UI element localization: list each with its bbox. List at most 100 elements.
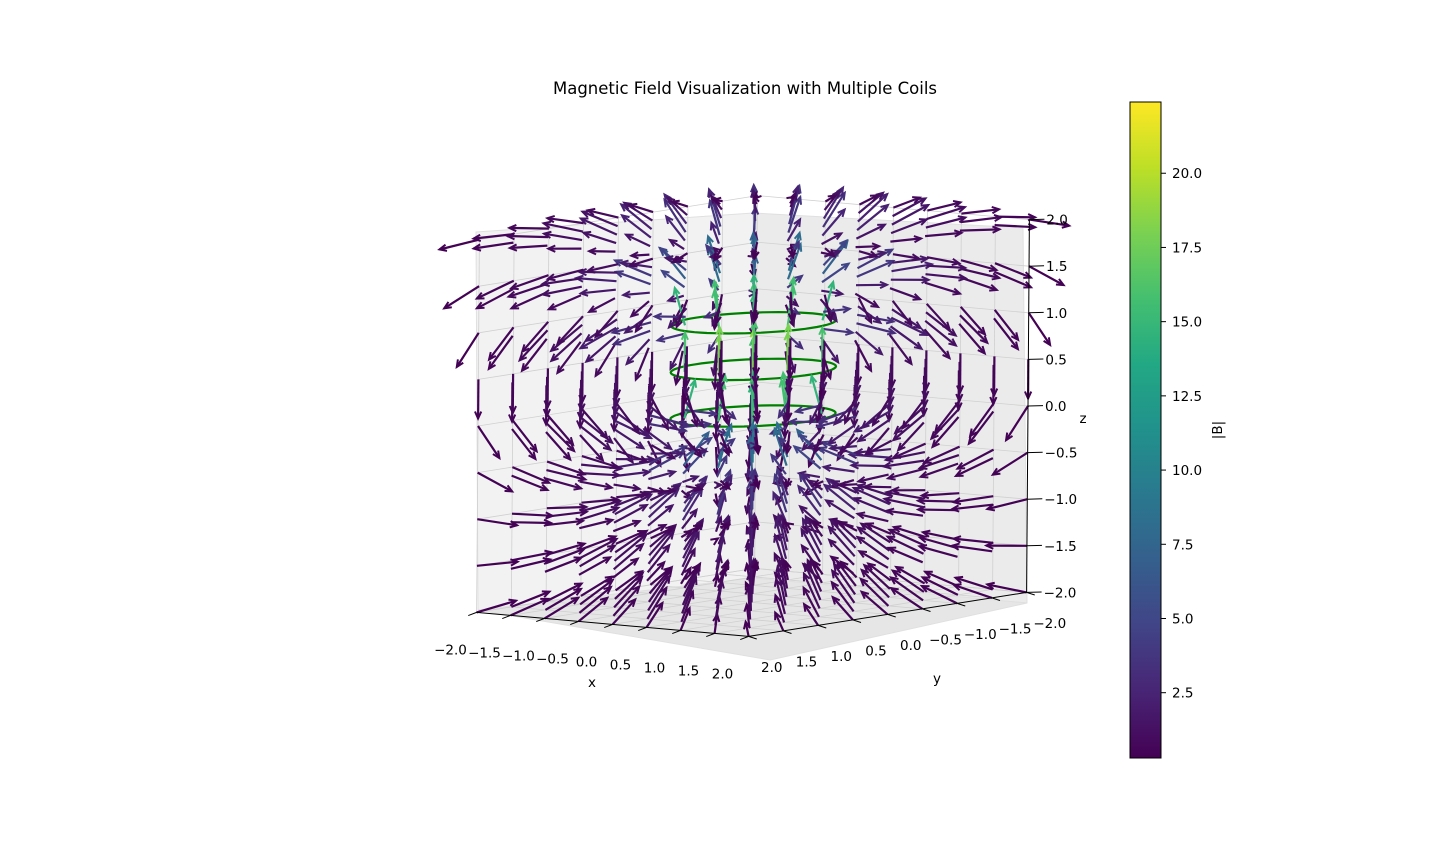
quiver-arrowhead (520, 363, 530, 373)
quiver-arrow (953, 495, 994, 504)
quiver-arrow (920, 462, 959, 478)
quiver-arrowhead (474, 301, 485, 310)
quiver-arrowhead (912, 293, 923, 301)
quiver-arrowhead (675, 319, 683, 330)
quiver-arrowhead (690, 417, 699, 428)
quiver-arrowhead (717, 372, 726, 383)
quiver-arrow (511, 419, 538, 452)
quiver-arrowhead (967, 436, 977, 446)
quiver-arrow (645, 602, 664, 628)
quiver-arrowhead (721, 522, 732, 531)
quiver-arrowhead (629, 308, 639, 318)
quiver-arrow (926, 206, 966, 221)
quiver-arrow (917, 499, 959, 503)
quiver-arrow (865, 439, 893, 456)
colorbar-tick-label: 7.5 (1172, 537, 1193, 553)
quiver-arrowhead (593, 329, 603, 339)
quiver-arrowhead (834, 288, 845, 297)
quiver-arrowhead (885, 535, 896, 544)
quiver-arrowhead (811, 520, 822, 529)
quiver-arrowhead (471, 233, 482, 242)
y-tick-label: 1.0 (644, 660, 665, 676)
y-tick (740, 635, 749, 641)
quiver-arrow (749, 526, 753, 565)
quiver-arrowhead (604, 482, 615, 491)
quiver-arrowhead (599, 596, 610, 606)
quiver-arrow (919, 454, 960, 470)
quiver-arrowhead (831, 595, 841, 605)
quiver-arrowhead (1023, 271, 1034, 279)
quiver-arrowhead (783, 445, 792, 456)
quiver-arrowhead (623, 233, 634, 242)
quiver-arrow (888, 334, 913, 365)
quiver-arrow (853, 487, 891, 506)
quiver-arrow (787, 196, 802, 233)
quiver-arrow (959, 314, 989, 344)
quiver-arrowhead (784, 521, 795, 531)
quiver-arrowhead (667, 238, 678, 247)
quiver-arrowhead (924, 261, 935, 270)
quiver-arrowhead (890, 569, 901, 578)
quiver-arrow (802, 573, 821, 609)
quiver-arrowhead (929, 430, 939, 441)
quiver-arrowhead (647, 383, 656, 394)
quiver-arrowhead (611, 470, 622, 479)
quiver-arrow (545, 519, 584, 527)
quiver-arrow (510, 590, 550, 608)
z-tick-label: 1.0 (1046, 306, 1067, 322)
quiver-arrowhead (585, 207, 596, 216)
quiver-arrow (646, 544, 671, 573)
quiver-arrow (579, 518, 613, 530)
quiver-arrowhead (752, 193, 760, 204)
quiver-arrow (511, 512, 553, 517)
quiver-arrowhead (868, 250, 879, 259)
quiver-arrowhead (783, 559, 792, 570)
quiver-arrow (589, 250, 616, 253)
quiver-arrow (892, 253, 920, 260)
quiver-arrowhead (784, 322, 793, 333)
quiver-arrowhead (627, 202, 638, 211)
quiver-arrowhead (611, 337, 622, 346)
quiver-arrowhead (542, 417, 551, 427)
quiver-arrowhead (942, 350, 952, 360)
quiver-arrow (858, 473, 889, 483)
quiver-arrow (594, 310, 619, 338)
quiver-arrowhead (917, 462, 928, 470)
quiver-arrow (918, 508, 958, 512)
quiver-arrow (889, 287, 921, 301)
quiver-arrow (987, 498, 1028, 511)
quiver-arrowhead (752, 480, 761, 491)
quiver-arrowhead (637, 530, 648, 538)
quiver-arrowhead (827, 194, 838, 203)
quiver-arrow (813, 434, 825, 454)
quiver-arrow (649, 566, 672, 586)
quiver-arrowhead (855, 511, 866, 520)
quiver-arrow (809, 559, 823, 584)
quiver-arrowhead (749, 230, 758, 241)
quiver-arrow (477, 471, 513, 493)
quiver-arrowhead (893, 425, 903, 435)
quiver-arrowhead (576, 541, 587, 550)
coil-1 (669, 357, 838, 382)
quiver-arrowhead (664, 214, 674, 225)
quiver-arrow (886, 491, 925, 500)
quiver-arrowhead (830, 580, 840, 590)
quiver-arrow (926, 264, 966, 269)
quiver-arrowhead (612, 259, 623, 267)
quiver-arrow (823, 302, 838, 322)
quiver-arrow (720, 387, 728, 422)
quiver-arrowhead (610, 496, 621, 505)
quiver-arrowhead (859, 590, 870, 600)
quiver-arrowhead (474, 291, 485, 300)
x-tick-label: 1.0 (831, 649, 852, 665)
quiver-arrowhead (777, 436, 787, 446)
quiver-arrowhead (618, 259, 629, 268)
quiver-arrow (719, 403, 736, 420)
x-tick (783, 630, 792, 634)
quiver-arrow (854, 292, 879, 308)
quiver-arrow (615, 270, 651, 286)
quiver-arrowhead (602, 556, 613, 565)
quiver-arrow (710, 222, 720, 244)
quiver-arrowhead (913, 235, 924, 244)
quiver-arrowhead (913, 341, 924, 351)
